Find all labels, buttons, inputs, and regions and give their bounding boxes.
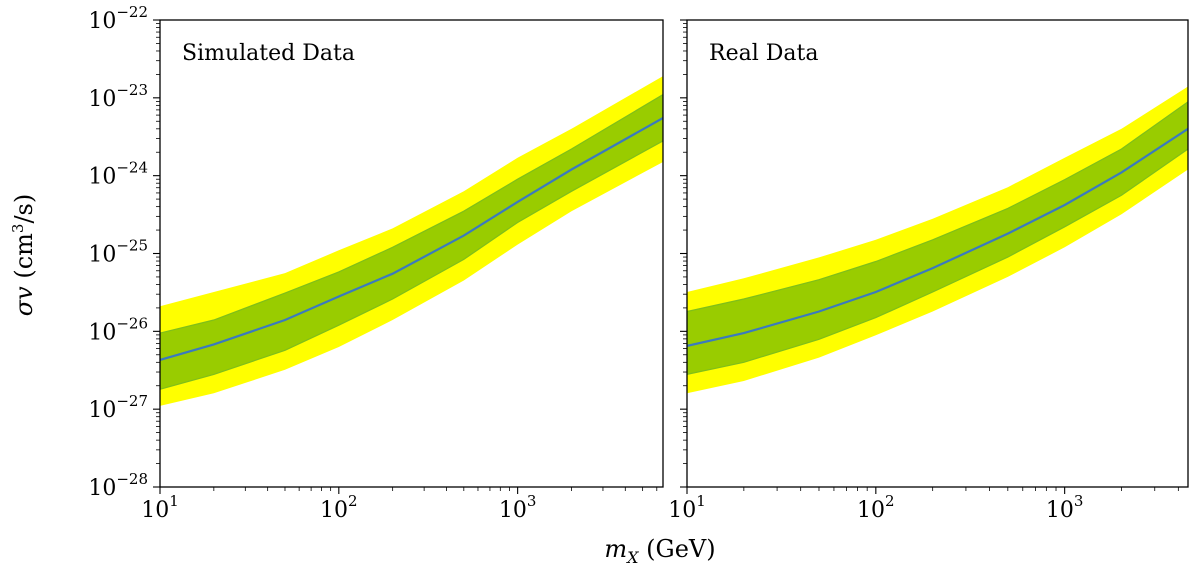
y-tick-label: 10−27 (88, 392, 148, 423)
ticks (680, 19, 1179, 494)
panel-real-data: 101 102 103 Real Data (668, 19, 1189, 523)
band-68-percent (687, 101, 1188, 376)
x-tick-label: 102 (857, 492, 895, 523)
y-tick-label: 10−26 (88, 314, 148, 345)
y-tick-label: 10−28 (88, 470, 148, 501)
x-tick-label: 101 (668, 492, 706, 523)
y-tick-label: 10−23 (88, 81, 148, 112)
plot-area (160, 76, 663, 406)
x-tick-label: 102 (320, 492, 358, 523)
panel-label: Real Data (709, 41, 818, 66)
y-tick-label: 10−25 (88, 237, 148, 268)
x-tick-label: 103 (499, 492, 537, 523)
y-axis-title: σv (cm3/s) (9, 194, 38, 316)
x-tick-label: 103 (1046, 492, 1084, 523)
x-axis-title: mX (GeV) (604, 535, 715, 567)
band-68-percent (160, 93, 663, 390)
plot-area (687, 86, 1188, 394)
panel-simulated-data: 10−28 10−27 10−26 10−25 10−24 10−23 10−22 101 10… (88, 3, 664, 523)
median-line (687, 127, 1188, 347)
panel-label: Simulated Data (182, 41, 355, 66)
ticks (153, 19, 658, 494)
y-tick-label: 10−22 (88, 3, 148, 34)
x-tick-label: 101 (141, 492, 179, 523)
y-tick-label: 10−24 (88, 159, 148, 190)
median-line (160, 117, 663, 361)
